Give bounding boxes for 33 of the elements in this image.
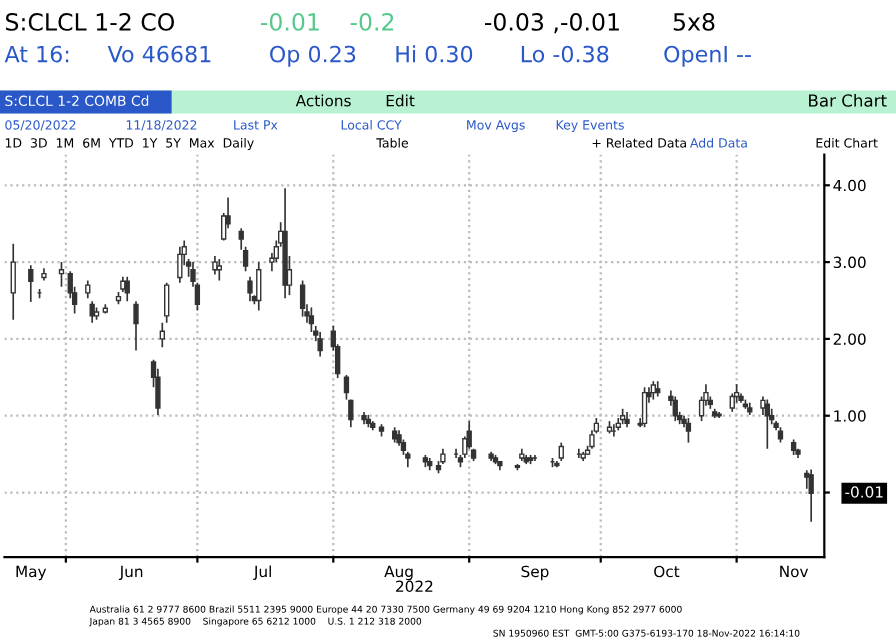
- candlestick: [348, 398, 354, 429]
- text: Vo 46681: [107, 45, 211, 63]
- text: Lo -0.38: [521, 45, 609, 63]
- text: Hi 0.30: [396, 45, 473, 63]
- text: S:CLCL 1-2 CO: [6, 12, 175, 31]
- candlestick: [133, 300, 139, 352]
- text: OpenI --: [664, 45, 751, 67]
- candlestick: [343, 374, 350, 401]
- candlestick: [317, 331, 323, 358]
- candlestick: [10, 242, 16, 321]
- candlestick: [247, 275, 253, 303]
- candlestick: [89, 300, 95, 324]
- text: -0.01: [260, 12, 319, 31]
- text: -0.2: [350, 12, 394, 31]
- candlestick: [159, 321, 165, 349]
- candlestick: [155, 368, 161, 416]
- text: -0.03 ,-0.01: [484, 12, 619, 34]
- candlestick: [58, 261, 65, 288]
- text: At 16:: [4, 45, 69, 63]
- candlestick: [177, 245, 183, 284]
- candlestick: [212, 255, 218, 276]
- candlestick: [808, 468, 814, 523]
- text: 5x8: [673, 12, 715, 31]
- candlestick: [685, 417, 692, 444]
- candlestick: [216, 258, 222, 282]
- chart-title: Bar Chart: [809, 93, 887, 107]
- text: Op 0.23: [270, 45, 356, 67]
- candlestick: [672, 395, 678, 422]
- candlestick: [558, 441, 564, 462]
- candlestick: [308, 306, 315, 333]
- candlestick: [28, 264, 34, 303]
- candlestick: [299, 279, 306, 318]
- candlestick: [164, 282, 170, 324]
